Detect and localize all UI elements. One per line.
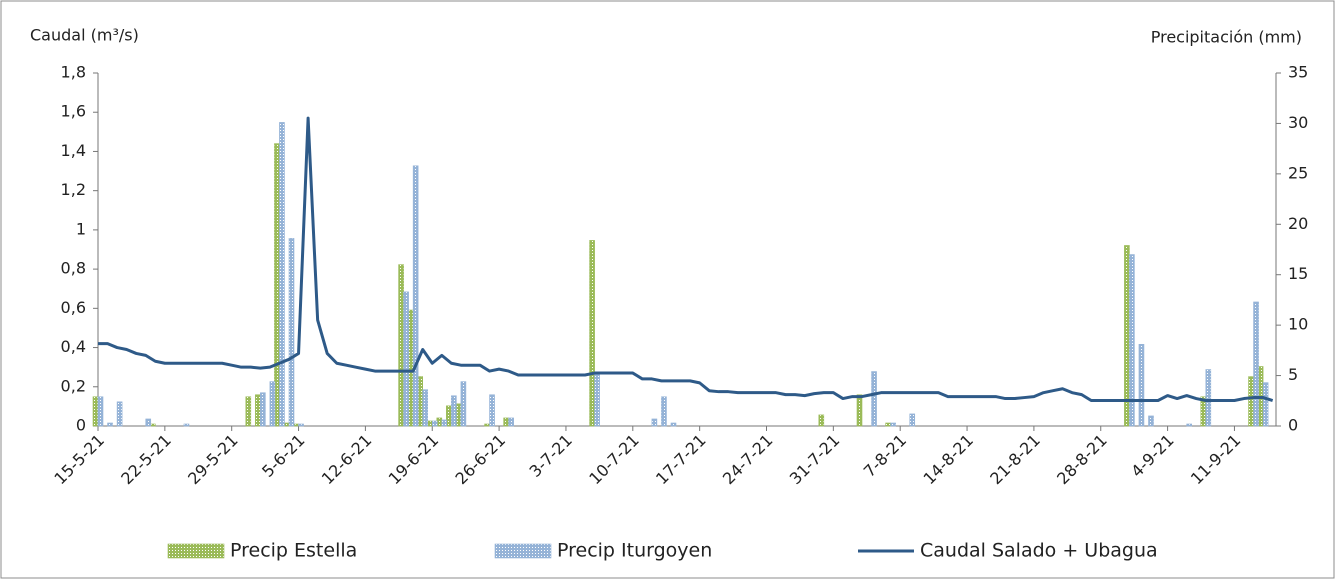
bar xyxy=(150,423,156,427)
bar xyxy=(871,371,877,427)
bar xyxy=(484,423,490,427)
y-axis-title: Caudal (m³/s) xyxy=(30,26,139,45)
bar xyxy=(909,413,916,427)
bar xyxy=(451,395,457,427)
bar xyxy=(183,423,190,427)
bar xyxy=(269,381,276,427)
bar xyxy=(594,372,600,427)
bar xyxy=(403,291,409,427)
y2-tick-label: 5 xyxy=(1288,365,1298,384)
bar xyxy=(489,394,495,427)
y2-tick-label: 20 xyxy=(1288,214,1308,233)
bar xyxy=(97,396,104,427)
y-tick-label: 1,2 xyxy=(61,180,86,199)
bar xyxy=(890,422,896,427)
y2-tick-label: 30 xyxy=(1288,113,1308,132)
legend-label: Precip Estella xyxy=(230,540,357,562)
bar xyxy=(856,394,863,427)
y-tick-label: 0,2 xyxy=(61,376,86,395)
y2-tick-label: 35 xyxy=(1288,63,1308,82)
bar xyxy=(107,422,113,427)
bar xyxy=(885,422,891,427)
legend-swatch xyxy=(167,543,225,559)
y-tick-label: 1,6 xyxy=(61,102,86,121)
bar xyxy=(92,396,99,427)
bar xyxy=(1148,415,1154,427)
bar xyxy=(1186,423,1192,427)
legend-label: Precip Iturgoyen xyxy=(557,540,712,562)
bar xyxy=(398,264,404,427)
bar xyxy=(460,381,467,427)
bar xyxy=(145,418,152,427)
bar xyxy=(818,414,825,427)
bar xyxy=(260,392,266,427)
legend-swatch xyxy=(494,543,552,559)
legend-label: Caudal Salado + Ubagua xyxy=(920,540,1158,562)
bar xyxy=(1248,376,1254,427)
bar xyxy=(417,376,424,427)
y-tick-label: 0 xyxy=(76,416,86,435)
bar xyxy=(1129,254,1135,427)
y-tick-label: 0,4 xyxy=(61,337,86,356)
bar xyxy=(288,238,295,427)
y2-tick-label: 25 xyxy=(1288,163,1308,182)
y-tick-label: 0,6 xyxy=(61,298,86,317)
y2-tick-label: 15 xyxy=(1288,264,1308,283)
y-tick-label: 1 xyxy=(76,219,86,238)
bar xyxy=(670,422,677,427)
bar xyxy=(589,240,595,427)
bar xyxy=(422,389,429,427)
bar xyxy=(431,420,438,427)
bar xyxy=(274,143,280,427)
bar xyxy=(1262,382,1269,427)
y-tick-label: 0,8 xyxy=(61,259,86,278)
bar xyxy=(446,405,452,427)
y2-tick-label: 0 xyxy=(1288,416,1298,435)
bar xyxy=(1138,344,1145,427)
bar xyxy=(255,394,261,427)
bar xyxy=(661,396,667,427)
bar xyxy=(279,122,285,427)
bar xyxy=(1205,369,1212,427)
bar xyxy=(298,423,304,427)
y-tick-label: 1,4 xyxy=(61,141,86,160)
bar xyxy=(245,396,252,427)
bar xyxy=(508,417,514,427)
bar xyxy=(116,401,123,427)
bar xyxy=(412,165,419,427)
bar xyxy=(441,419,448,427)
line xyxy=(98,116,1274,403)
y2-axis-title: Precipitación (mm) xyxy=(1151,28,1302,47)
y-tick-label: 1,8 xyxy=(61,63,86,82)
bar xyxy=(503,417,509,427)
bar xyxy=(1124,245,1130,427)
bar xyxy=(651,418,658,427)
bar xyxy=(1253,301,1259,427)
y2-tick-label: 10 xyxy=(1288,315,1308,334)
